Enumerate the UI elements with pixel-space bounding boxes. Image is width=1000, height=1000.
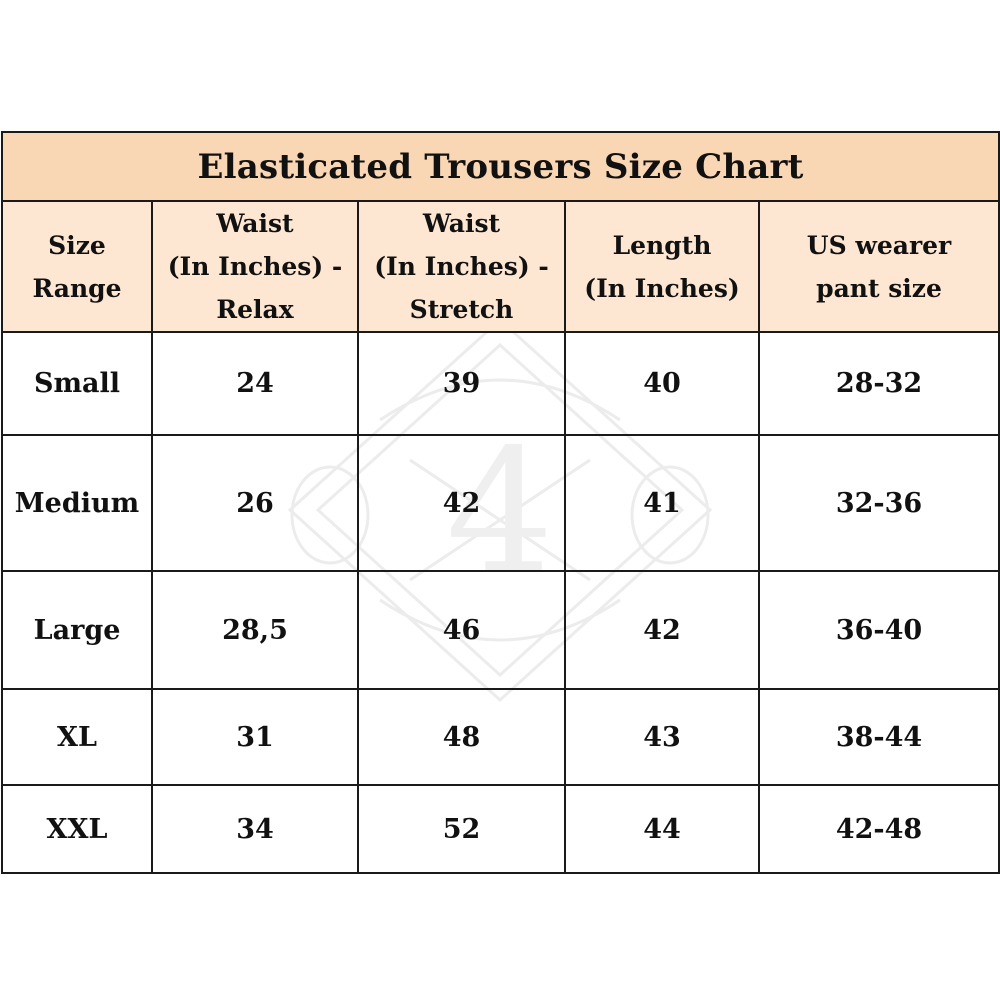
waist-relax-cell: 28,5 [151, 570, 359, 690]
header-size-line1: Size [48, 230, 106, 260]
table-row: Large 28,5 46 42 36-40 [1, 570, 1000, 690]
size-cell: XL [1, 688, 153, 786]
header-waist-stretch: Waist (In Inches) - Stretch [357, 200, 566, 333]
size-chart-table: Elasticated Trousers Size Chart Size Ran… [0, 131, 1000, 874]
table-row: XXL 34 52 44 42-48 [1, 784, 1000, 874]
table-row: Small 24 39 40 28-32 [1, 331, 1000, 436]
table-row: XL 31 48 43 38-44 [1, 688, 1000, 786]
size-cell: Small [1, 331, 153, 436]
header-waist-relax: Waist (In Inches) - Relax [151, 200, 359, 333]
header-waist-relax-line3: Relax [216, 295, 294, 324]
header-waist-stretch-line1: Waist [422, 209, 501, 238]
us-pant-size-cell: 32-36 [757, 434, 1000, 572]
waist-stretch-cell: 46 [357, 570, 566, 690]
header-row: Size Range Waist (In Inches) - Relax Wai… [1, 200, 1000, 333]
size-cell: XXL [1, 784, 153, 874]
title-row: Elasticated Trousers Size Chart [0, 131, 1000, 202]
length-cell: 41 [564, 434, 760, 572]
header-length-line2: (In Inches) [584, 273, 740, 303]
us-pant-size-cell: 38-44 [757, 688, 1000, 786]
table-row: Medium 26 42 41 32-36 [1, 434, 1000, 572]
us-pant-size-cell: 42-48 [757, 784, 1000, 874]
length-cell: 43 [564, 688, 760, 786]
waist-relax-cell: 31 [151, 688, 359, 786]
header-us-pant-size: US wearer pant size [757, 200, 1000, 333]
waist-relax-cell: 34 [151, 784, 359, 874]
header-waist-relax-line2: (In Inches) - [167, 252, 343, 281]
waist-stretch-cell: 39 [357, 331, 566, 436]
length-cell: 44 [564, 784, 760, 874]
length-cell: 40 [564, 331, 760, 436]
header-waist-stretch-line3: Stretch [409, 295, 514, 324]
header-size-range: Size Range [1, 200, 153, 333]
waist-stretch-cell: 48 [357, 688, 566, 786]
header-size-line2: Range [32, 273, 122, 303]
waist-relax-cell: 24 [151, 331, 359, 436]
us-pant-size-cell: 36-40 [757, 570, 1000, 690]
waist-relax-cell: 26 [151, 434, 359, 572]
chart-title: Elasticated Trousers Size Chart [0, 131, 1000, 202]
header-us-pant-line1: US wearer [806, 230, 952, 260]
size-cell: Medium [1, 434, 153, 572]
waist-stretch-cell: 42 [357, 434, 566, 572]
us-pant-size-cell: 28-32 [757, 331, 1000, 436]
size-cell: Large [1, 570, 153, 690]
header-length-line1: Length [612, 230, 712, 260]
header-length: Length (In Inches) [564, 200, 760, 333]
header-us-pant-line2: pant size [816, 273, 942, 303]
waist-stretch-cell: 52 [357, 784, 566, 874]
length-cell: 42 [564, 570, 760, 690]
header-waist-stretch-line2: (In Inches) - [374, 252, 549, 281]
header-waist-relax-line1: Waist [216, 209, 294, 238]
